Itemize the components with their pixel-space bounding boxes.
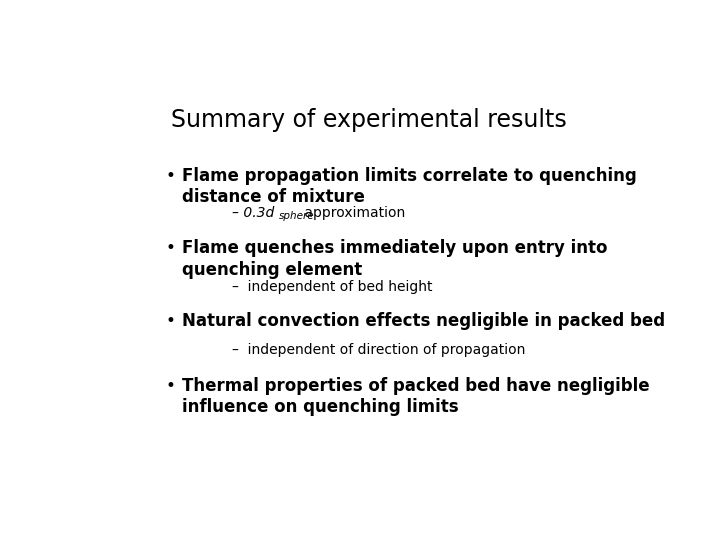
Text: Flame quenches immediately upon entry into
quenching element: Flame quenches immediately upon entry in… <box>182 239 608 279</box>
Text: •: • <box>166 167 176 185</box>
Text: – 0.3d: – 0.3d <box>233 206 274 220</box>
Text: Natural convection effects negligible in packed bed: Natural convection effects negligible in… <box>182 312 665 330</box>
Text: •: • <box>166 239 176 258</box>
Text: approximation: approximation <box>300 206 405 220</box>
Text: –  independent of bed height: – independent of bed height <box>233 280 433 294</box>
Text: •: • <box>166 377 176 395</box>
Text: •: • <box>166 312 176 330</box>
Text: –  independent of direction of propagation: – independent of direction of propagatio… <box>233 343 526 357</box>
Text: Summary of experimental results: Summary of experimental results <box>171 109 567 132</box>
Text: Thermal properties of packed bed have negligible
influence on quenching limits: Thermal properties of packed bed have ne… <box>182 377 649 416</box>
Text: Flame propagation limits correlate to quenching
distance of mixture: Flame propagation limits correlate to qu… <box>182 167 636 206</box>
Text: sphere: sphere <box>279 211 314 221</box>
